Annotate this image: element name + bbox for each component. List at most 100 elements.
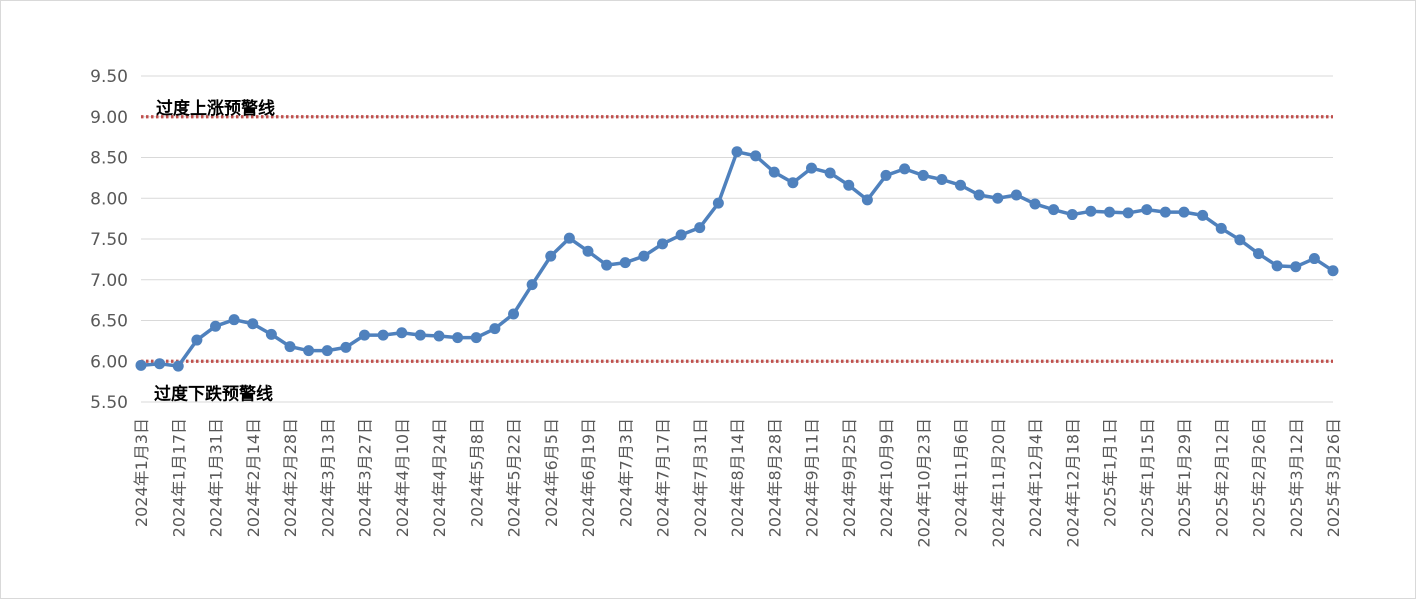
y-tick-label: 7.00 [90,271,128,291]
x-tick-label: 2024年11月6日 [952,418,971,537]
data-point [712,197,724,209]
data-point [470,332,482,344]
x-tick-label: 2024年3月27日 [356,418,375,537]
x-tick-label: 2024年6月5日 [542,418,561,527]
y-tick-label: 8.50 [90,149,128,169]
data-point [396,327,408,339]
y-tick-label: 9.50 [90,67,128,87]
data-point [1010,189,1022,201]
data-point [1048,204,1060,216]
x-tick-label: 2024年1月3日 [132,418,151,527]
data-point [917,169,929,181]
data-point [731,146,743,158]
data-point [247,318,259,330]
data-point [1215,222,1227,234]
x-tick-label: 2024年10月23日 [914,418,933,547]
y-tick-label: 6.00 [90,352,128,372]
data-point [172,360,184,372]
x-tick-label: 2024年7月3日 [616,418,635,527]
data-point [1085,205,1097,217]
x-tick-label: 2024年5月22日 [505,418,524,537]
y-tick-label: 8.00 [90,189,128,209]
data-point [1029,198,1041,210]
data-point [992,192,1004,204]
data-point [1104,206,1115,218]
data-point [694,222,706,234]
data-point [228,314,240,326]
data-point [359,329,370,341]
x-tick-label: 2024年6月19日 [579,418,598,537]
data-point [768,166,780,178]
x-tick-label: 2024年8月14日 [728,418,747,537]
data-point [899,163,911,175]
data-point [973,189,985,201]
data-point [284,341,296,353]
data-point [414,329,426,341]
x-tick-label: 2025年3月26日 [1324,418,1343,537]
x-tick-label: 2024年2月14日 [244,418,263,537]
data-point [1327,265,1339,277]
data-point [1253,248,1264,260]
data-point [601,259,613,271]
data-point [750,150,762,162]
x-tick-label: 2024年7月17日 [654,418,673,537]
data-point [582,245,594,257]
x-tick-label: 2024年5月8日 [467,418,486,527]
x-tick-label: 2024年12月4日 [1026,418,1045,537]
data-point [135,359,147,371]
data-point [1234,234,1246,246]
data-point [1159,206,1171,218]
x-tick-label: 2025年3月12日 [1287,418,1306,537]
data-point [210,320,221,332]
series-line [140,150,1334,368]
x-tick-label: 2025年2月26日 [1250,418,1269,537]
data-point [787,177,799,189]
x-tick-label: 2024年2月28日 [281,418,300,537]
y-tick-label: 6.50 [90,312,128,332]
data-point [1066,209,1078,221]
y-tick-label: 7.50 [90,230,128,250]
y-tick-label: 5.50 [90,393,128,413]
x-tick-label: 2024年1月17日 [169,418,188,537]
x-tick-label: 2024年3月13日 [318,418,337,537]
data-point [452,332,464,344]
x-tick-label: 2024年9月25日 [840,418,859,537]
data-point [861,194,873,206]
x-tick-label: 2024年10月9日 [877,418,896,537]
data-point [806,162,817,174]
x-tick-label: 2025年1月29日 [1175,418,1194,537]
data-point [265,328,277,340]
lower-warning-label: 过度下跌预警线 [154,383,273,404]
x-tick-label: 2024年8月28日 [765,418,784,537]
data-point [1290,261,1302,273]
data-point [1308,253,1320,265]
data-point [545,250,557,262]
upper-warning-label: 过度上涨预警线 [156,98,275,119]
x-tick-label: 2024年4月24日 [430,418,449,537]
x-tick-label: 2025年1月15日 [1138,418,1157,537]
x-tick-label: 2025年2月12日 [1212,418,1231,537]
data-point [191,334,203,346]
data-point [1122,207,1134,219]
data-point [433,330,445,342]
data-point [1141,204,1153,216]
data-point [619,257,631,269]
data-point [936,174,948,186]
x-tick-label: 2024年11月20日 [989,418,1008,547]
x-tick-label: 2024年7月31日 [691,418,710,537]
data-point [657,238,668,250]
x-tick-label: 2025年1月1日 [1101,418,1120,527]
data-point [340,341,352,353]
data-point [563,232,575,244]
data-point [1271,260,1283,272]
data-point [508,308,519,320]
data-point [843,179,855,191]
x-tick-label: 2024年9月11日 [803,418,822,537]
data-point [526,279,538,291]
data-point [824,167,836,179]
data-point [154,358,166,370]
x-tick-label: 2024年1月31日 [207,418,226,537]
data-point [1197,209,1209,221]
